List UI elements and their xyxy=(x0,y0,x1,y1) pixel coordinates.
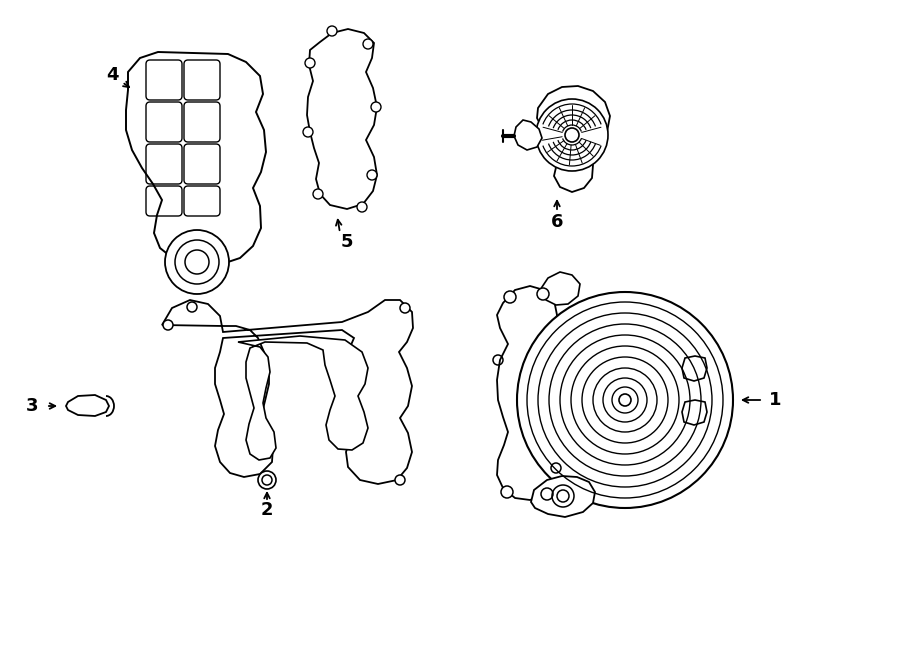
Polygon shape xyxy=(307,29,377,209)
Text: 2: 2 xyxy=(261,501,274,519)
Circle shape xyxy=(517,292,733,508)
Polygon shape xyxy=(66,395,109,416)
Circle shape xyxy=(163,320,173,330)
Circle shape xyxy=(305,58,315,68)
Circle shape xyxy=(501,486,513,498)
Polygon shape xyxy=(682,400,707,425)
Polygon shape xyxy=(531,476,595,517)
Text: 1: 1 xyxy=(769,391,781,409)
Circle shape xyxy=(371,102,381,112)
Circle shape xyxy=(363,39,373,49)
Circle shape xyxy=(303,127,313,137)
Text: 4: 4 xyxy=(106,66,118,84)
Polygon shape xyxy=(497,286,562,500)
Circle shape xyxy=(537,288,549,300)
Circle shape xyxy=(327,26,337,36)
Text: 6: 6 xyxy=(551,213,563,231)
Polygon shape xyxy=(540,272,580,305)
Polygon shape xyxy=(162,300,413,484)
Polygon shape xyxy=(126,52,266,265)
Circle shape xyxy=(367,170,377,180)
Circle shape xyxy=(541,488,553,500)
Polygon shape xyxy=(682,356,707,381)
Circle shape xyxy=(400,303,410,313)
Circle shape xyxy=(165,230,229,294)
Circle shape xyxy=(565,128,579,142)
Circle shape xyxy=(504,291,516,303)
Polygon shape xyxy=(514,120,542,150)
Text: 5: 5 xyxy=(341,233,353,251)
Circle shape xyxy=(313,189,323,199)
Circle shape xyxy=(187,302,197,312)
Circle shape xyxy=(258,471,276,489)
Circle shape xyxy=(536,99,608,171)
Polygon shape xyxy=(537,86,610,192)
Circle shape xyxy=(395,475,405,485)
Text: 3: 3 xyxy=(26,397,38,415)
Circle shape xyxy=(357,202,367,212)
Polygon shape xyxy=(238,336,368,460)
Circle shape xyxy=(619,394,631,406)
